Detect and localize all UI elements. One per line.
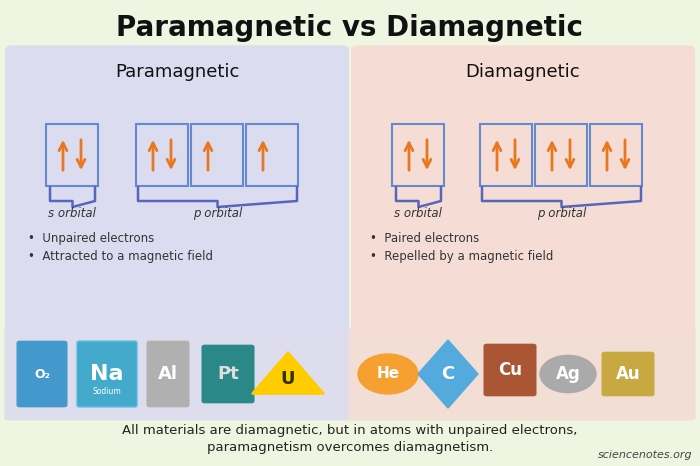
Circle shape xyxy=(540,356,596,393)
Text: Au: Au xyxy=(616,365,640,383)
Text: •  Repelled by a magnetic field: • Repelled by a magnetic field xyxy=(370,250,554,263)
Circle shape xyxy=(358,354,418,394)
Text: U: U xyxy=(281,370,295,388)
Text: Pt: Pt xyxy=(217,365,239,383)
Text: p orbital: p orbital xyxy=(538,207,587,220)
Text: paramagnetism overcomes diamagnetism.: paramagnetism overcomes diamagnetism. xyxy=(207,441,493,454)
FancyBboxPatch shape xyxy=(5,45,349,333)
FancyBboxPatch shape xyxy=(349,328,696,420)
Polygon shape xyxy=(418,340,478,408)
Text: Na: Na xyxy=(90,364,124,384)
Text: Al: Al xyxy=(158,365,178,383)
Text: •  Attracted to a magnetic field: • Attracted to a magnetic field xyxy=(28,250,213,263)
FancyBboxPatch shape xyxy=(4,328,696,420)
FancyBboxPatch shape xyxy=(601,352,654,396)
Text: C: C xyxy=(442,365,454,383)
Text: Sodium: Sodium xyxy=(92,388,121,397)
Text: He: He xyxy=(377,366,400,382)
Text: Cu: Cu xyxy=(498,361,522,379)
Text: s orbital: s orbital xyxy=(394,207,442,220)
FancyBboxPatch shape xyxy=(202,345,255,404)
Text: sciencenotes.org: sciencenotes.org xyxy=(597,450,692,460)
FancyBboxPatch shape xyxy=(146,341,190,407)
Text: •  Unpaired electrons: • Unpaired electrons xyxy=(28,232,154,245)
Text: Ag: Ag xyxy=(556,365,580,383)
Text: Paramagnetic vs Diamagnetic: Paramagnetic vs Diamagnetic xyxy=(116,14,584,42)
Text: Diamagnetic: Diamagnetic xyxy=(466,63,580,81)
FancyBboxPatch shape xyxy=(351,45,695,333)
FancyBboxPatch shape xyxy=(484,343,536,396)
FancyBboxPatch shape xyxy=(4,328,351,420)
Text: s orbital: s orbital xyxy=(48,207,96,220)
Text: O₂: O₂ xyxy=(34,368,50,381)
Text: Paramagnetic: Paramagnetic xyxy=(115,63,239,81)
FancyBboxPatch shape xyxy=(76,341,137,407)
Polygon shape xyxy=(252,352,324,394)
Text: p orbital: p orbital xyxy=(193,207,243,220)
Text: All materials are diamagnetic, but in atoms with unpaired electrons,: All materials are diamagnetic, but in at… xyxy=(122,424,577,437)
Text: •  Paired electrons: • Paired electrons xyxy=(370,232,480,245)
FancyBboxPatch shape xyxy=(17,341,67,407)
